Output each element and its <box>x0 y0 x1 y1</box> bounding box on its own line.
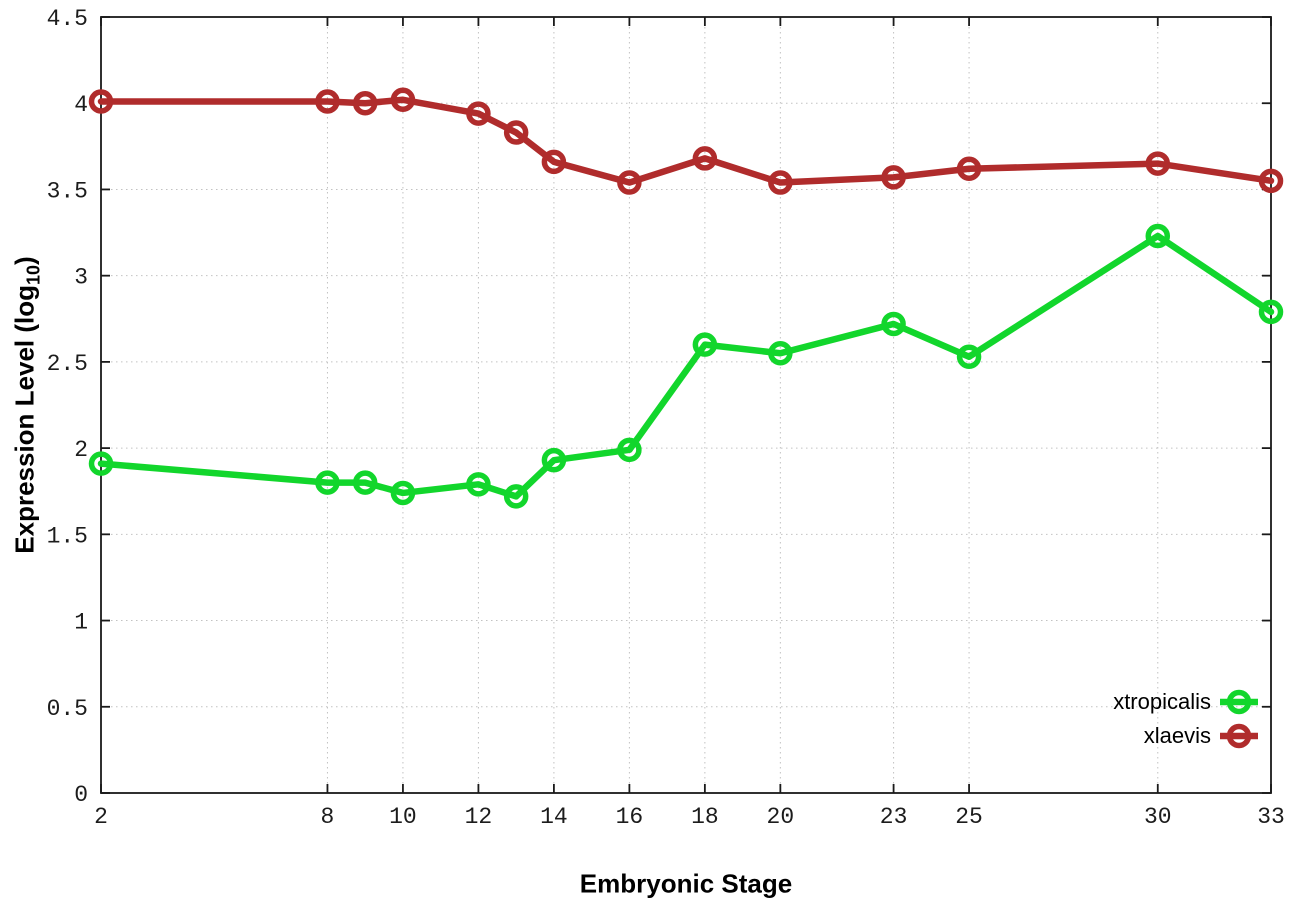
legend: xtropicalis xlaevis <box>1113 685 1258 753</box>
x-tick-label: 12 <box>465 804 493 830</box>
y-tick-label: 1 <box>74 610 88 636</box>
line-point-marker-icon <box>1220 689 1258 715</box>
y-tick-label: 2.5 <box>47 351 88 377</box>
x-tick-label: 30 <box>1144 804 1172 830</box>
data-point-marker <box>956 156 982 182</box>
x-tick-labels: 2 8 10 12 14 16 18 20 23 25 30 33 <box>94 804 1285 830</box>
data-point-marker <box>466 101 491 126</box>
x-tick-label: 20 <box>767 804 795 830</box>
data-point-marker <box>88 89 114 114</box>
y-tick-label: 2 <box>74 437 88 463</box>
data-point-marker <box>541 149 567 175</box>
legend-label-xlaevis: xlaevis <box>1143 723 1211 748</box>
x-tick-label: 10 <box>389 804 417 830</box>
data-point-marker <box>88 451 114 476</box>
data-point-marker <box>315 89 340 114</box>
legend-item-xlaevis: xlaevis <box>1113 719 1258 753</box>
y-tick-label: 1.5 <box>47 523 88 549</box>
data-point-marker <box>692 146 718 171</box>
data-point-marker <box>390 87 416 113</box>
x-tick-label: 16 <box>616 804 644 830</box>
series-xtropicalis <box>88 223 1284 509</box>
y-tick-label: 0.5 <box>47 696 88 722</box>
x-tick-label: 8 <box>321 804 335 830</box>
data-point-marker <box>390 480 416 506</box>
x-tick-label: 25 <box>955 804 983 830</box>
data-point-marker <box>881 311 906 337</box>
x-tick-label: 14 <box>540 804 568 830</box>
y-tick-label: 3 <box>74 265 88 291</box>
tick-marks <box>100 16 1272 794</box>
data-point-marker <box>1145 223 1171 249</box>
data-point-marker <box>352 90 378 116</box>
x-tick-label: 23 <box>880 804 908 830</box>
y-axis-title: Expression Level (log10) <box>10 256 45 553</box>
line-point-marker-icon <box>1220 723 1258 749</box>
x-tick-label: 18 <box>691 804 719 830</box>
data-point-marker <box>768 170 793 195</box>
series-line <box>97 96 1275 186</box>
y-axis-title-close: ) <box>9 256 40 265</box>
data-point-marker <box>541 447 567 473</box>
plot-border <box>100 16 1272 794</box>
y-tick-labels: 0 0.5 1 1.5 2 2.5 3 3.5 4 4.5 <box>47 6 88 808</box>
data-point-marker <box>315 470 340 495</box>
y-axis-title-subscript: 10 <box>23 264 44 285</box>
data-point-marker <box>1258 299 1284 325</box>
y-tick-label: 0 <box>74 782 88 808</box>
series-line <box>97 232 1275 500</box>
data-point-marker <box>617 170 642 195</box>
data-point-marker <box>617 437 642 463</box>
x-axis-title: Embryonic Stage <box>579 868 793 899</box>
data-point-marker <box>956 344 982 369</box>
grid <box>101 17 1271 793</box>
x-tick-label: 33 <box>1257 804 1285 830</box>
data-point-marker <box>503 484 529 509</box>
data-point-marker <box>1145 151 1171 176</box>
data-point-marker <box>352 470 378 495</box>
y-tick-label: 3.5 <box>47 178 88 204</box>
data-point-marker <box>768 341 793 366</box>
x-tick-label: 2 <box>94 804 108 830</box>
legend-label-xtropicalis: xtropicalis <box>1113 689 1211 714</box>
data-point-marker <box>881 165 906 190</box>
y-axis-title-text: Expression Level (log <box>9 284 40 554</box>
y-tick-label: 4 <box>74 92 88 118</box>
data-point-marker <box>692 332 718 357</box>
y-tick-label: 4.5 <box>47 6 88 32</box>
data-point-marker <box>503 120 529 145</box>
legend-item-xtropicalis: xtropicalis <box>1113 685 1258 719</box>
data-point-marker <box>466 472 491 497</box>
data-point-marker <box>1258 168 1284 194</box>
series-xlaevis <box>88 87 1284 195</box>
